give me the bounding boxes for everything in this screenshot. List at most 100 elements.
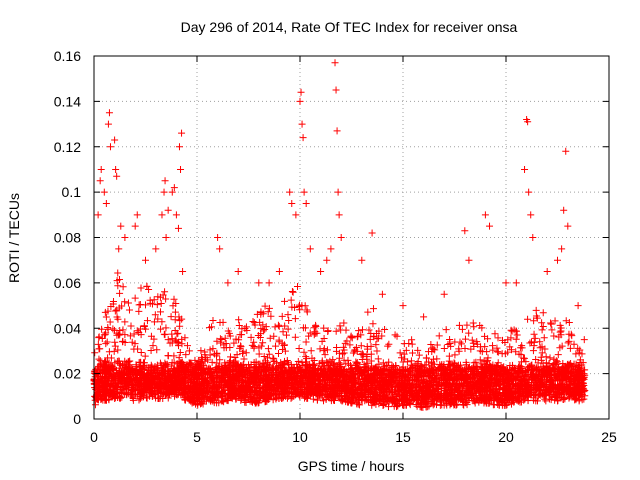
data-point: [546, 354, 554, 362]
data-point: [324, 359, 332, 367]
data-point: [162, 324, 170, 332]
data-point: [265, 304, 273, 312]
data-point: [338, 350, 346, 358]
data-point: [342, 398, 350, 406]
data-point: [147, 347, 155, 355]
data-point: [312, 323, 320, 331]
data-point: [299, 324, 307, 332]
data-point: [166, 339, 174, 347]
data-point: [470, 323, 478, 331]
data-point: [281, 347, 289, 355]
data-point: [115, 357, 123, 365]
data-point: [279, 328, 287, 336]
data-point: [150, 296, 158, 304]
data-point: [538, 343, 546, 351]
data-point: [539, 323, 547, 331]
data-point: [216, 335, 224, 343]
data-point: [222, 339, 230, 347]
data-point: [311, 328, 319, 336]
data-point: [301, 302, 309, 310]
data-point: [463, 321, 471, 329]
data-point: [126, 332, 134, 340]
data-point: [125, 306, 133, 314]
data-point: [101, 396, 109, 404]
data-point: [400, 350, 408, 358]
data-point: [508, 346, 516, 354]
data-point: [578, 350, 586, 358]
data-point: [102, 340, 110, 348]
data-point: [532, 306, 540, 314]
data-point: [561, 394, 569, 402]
data-point: [219, 318, 227, 326]
data-point: [340, 356, 348, 364]
data-point: [141, 301, 149, 309]
data-point: [530, 317, 538, 325]
data-point: [162, 295, 170, 303]
data-point: [476, 322, 484, 330]
data-point: [101, 331, 109, 339]
data-point: [114, 269, 122, 277]
data-point: [91, 349, 99, 357]
data-point: [435, 332, 443, 340]
data-point: [415, 351, 423, 359]
data-point: [132, 363, 140, 371]
data-point: [119, 283, 127, 291]
data-point: [103, 338, 111, 346]
data-point: [564, 339, 572, 347]
data-point: [539, 309, 547, 317]
data-point: [398, 354, 406, 362]
data-point: [364, 308, 372, 316]
data-point: [149, 342, 157, 350]
data-point: [550, 332, 558, 340]
data-point: [506, 362, 514, 370]
data-point: [220, 398, 228, 406]
data-point: [109, 365, 117, 373]
data-point: [372, 341, 380, 349]
data-point: [481, 332, 489, 340]
data-point: [349, 349, 357, 357]
data-point: [572, 350, 580, 358]
data-point: [127, 364, 135, 372]
data-point: [135, 301, 143, 309]
data-point: [359, 351, 367, 359]
data-point: [451, 351, 459, 359]
data-point: [158, 318, 166, 326]
data-point: [156, 293, 164, 301]
data-point: [176, 348, 184, 356]
data-point: [153, 301, 161, 309]
data-point: [114, 370, 122, 378]
data-point: [256, 318, 264, 326]
data-point: [363, 359, 371, 367]
data-point: [445, 357, 453, 365]
data-point: [369, 305, 377, 313]
data-point: [111, 342, 119, 350]
data-point: [167, 313, 175, 321]
data-point: [111, 338, 119, 346]
data-point: [346, 341, 354, 349]
data-point: [425, 402, 433, 410]
data-point: [213, 399, 221, 407]
data-point: [275, 322, 283, 330]
data-point: [137, 348, 145, 356]
data-point: [576, 359, 584, 367]
data-point: [494, 359, 502, 367]
data-point: [504, 348, 512, 356]
data-point: [275, 349, 283, 357]
data-point: [257, 308, 265, 316]
data-point: [264, 308, 272, 316]
data-point: [491, 330, 499, 338]
data-point: [178, 335, 186, 343]
data-point: [548, 326, 556, 334]
data-point: [368, 380, 376, 388]
data-point: [278, 346, 286, 354]
data-point: [375, 327, 383, 335]
data-point: [455, 321, 463, 329]
data-point: [98, 325, 106, 333]
data-point: [242, 349, 250, 357]
data-point: [235, 322, 243, 330]
data-point: [221, 334, 229, 342]
data-point: [446, 336, 454, 344]
data-point: [283, 358, 291, 366]
data-point: [495, 401, 503, 409]
